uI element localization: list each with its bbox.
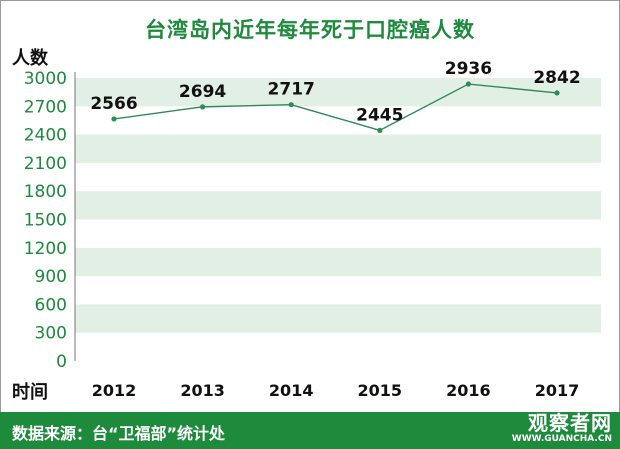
y-tick-label: 1200 [24,239,67,259]
y-tick-label: 0 [56,352,67,372]
data-point [111,116,117,122]
data-point [554,90,560,96]
y-tick-label: 300 [35,324,67,344]
y-tick-label: 600 [35,295,67,315]
data-point [465,81,471,87]
y-tick-label: 2400 [24,126,67,146]
grid-band [75,191,601,220]
grid-band [75,134,601,163]
line-chart: 0 300 600 900 1200 1500 1800 2100 2400 2700 3000 20… [24,59,601,400]
data-label: 2566 [90,94,137,114]
data-point [200,104,206,110]
x-tick-label: 2013 [180,381,225,400]
x-axis-label: 时间 [12,382,48,403]
data-point [377,127,383,133]
y-tick-label: 1800 [24,182,67,202]
x-tick-label: 2014 [269,381,314,400]
data-source: 数据来源：台“卫福部”统计处 [12,424,226,443]
grid-band [75,247,601,277]
data-label: 2445 [356,105,403,125]
x-tick-label: 2012 [92,381,137,400]
grid-band [75,78,601,107]
x-tick-label: 2016 [446,381,491,400]
grid-band [75,304,601,333]
data-label: 2694 [179,82,226,102]
x-tick-label: 2015 [358,381,403,400]
y-axis-label: 人数 [12,48,48,69]
data-label: 2936 [445,59,492,79]
y-tick-label: 1500 [24,211,67,231]
footer-bar: 数据来源：台“卫福部”统计处 观察者网 WWW.GUANCHA.CN [0,412,620,449]
y-tick-label: 2100 [24,154,67,174]
data-point [288,102,294,108]
x-tick-label: 2017 [535,381,580,400]
y-tick-label: 900 [35,267,67,287]
watermark-text: 观察者网 [528,411,612,435]
watermark-logo: 观察者网 WWW.GUANCHA.CN [512,412,612,445]
chart-title: 台湾岛内近年每年死于口腔癌人数 [145,18,475,42]
watermark-url: WWW.GUANCHA.CN [511,434,612,444]
data-label: 2842 [533,68,580,88]
y-tick-label: 2700 [24,97,67,117]
data-label: 2717 [268,80,315,100]
series-line [113,83,558,132]
y-tick-label: 3000 [24,69,67,89]
